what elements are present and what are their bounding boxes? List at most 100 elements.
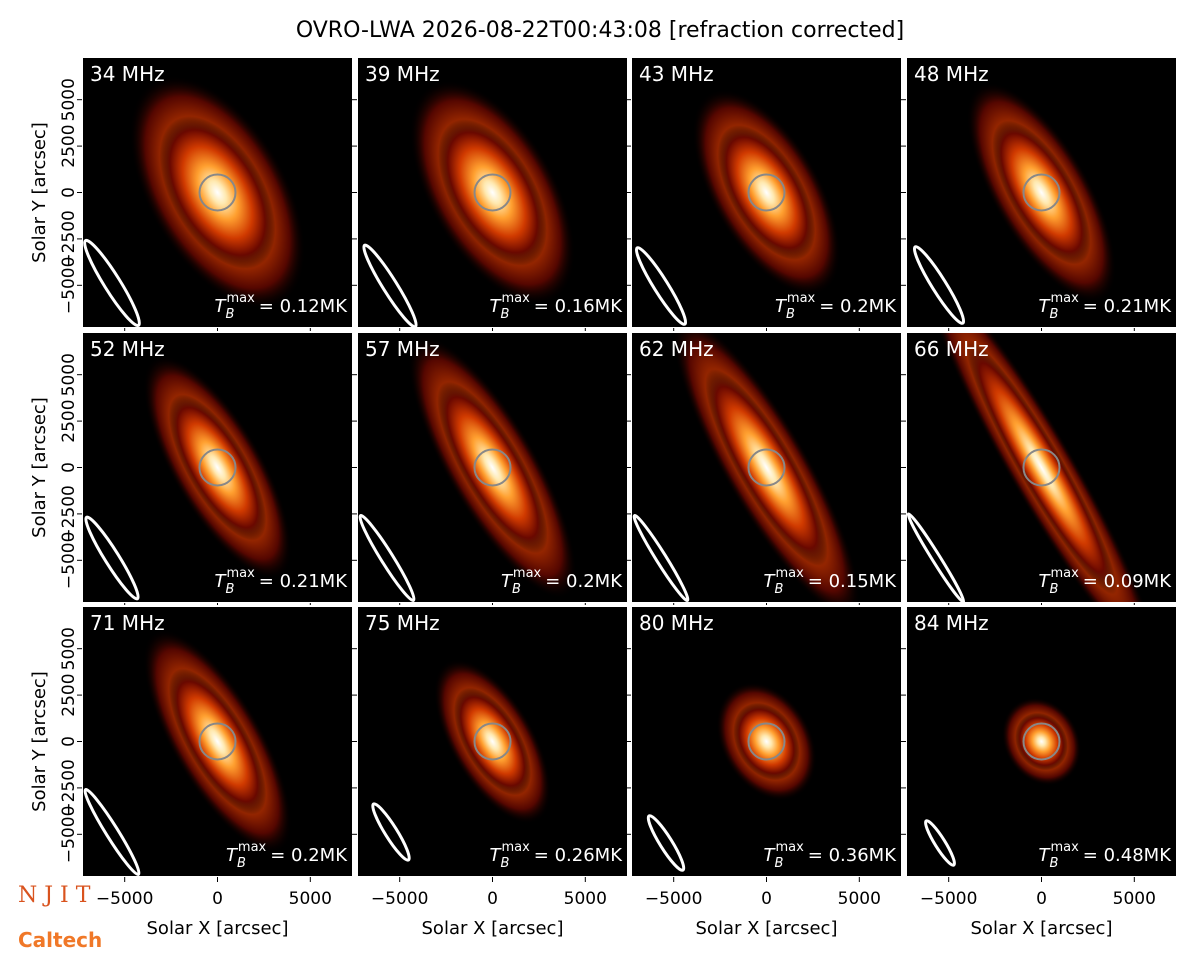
x-tick-label: 0 [1036, 889, 1047, 909]
tb-value: = 0.2MK [819, 296, 897, 317]
solar-disk [198, 173, 237, 212]
y-tick-label: −2500 [59, 759, 79, 817]
njit-logo: N J I T [18, 883, 91, 908]
tb-symbol: T [490, 845, 503, 866]
y-tick-label: −5000 [59, 532, 79, 590]
panel [82, 332, 353, 603]
tb-symbol: T [1039, 296, 1052, 317]
radio-source-core [453, 687, 532, 796]
solar-disk [747, 448, 786, 487]
tb-value: = 0.21MK [259, 571, 348, 592]
x-axis-label: Solar X [arcsec] [971, 918, 1113, 939]
beam [632, 514, 690, 602]
tb-value: = 0.2MK [270, 845, 348, 866]
beam [646, 814, 686, 872]
solar-disk [747, 173, 786, 212]
frequency-label: 71 MHz [90, 611, 165, 635]
y-tick-label: 2500 [59, 399, 79, 442]
solar-disk [473, 173, 512, 212]
solar-disk [473, 722, 512, 761]
tb-max-label: TBmax = 0.21MK [215, 566, 349, 597]
tb-subscript: B [775, 582, 784, 597]
beam [634, 246, 688, 326]
tb-max-label: TBmax = 0.12MK [215, 291, 349, 322]
frequency-label: 43 MHz [639, 62, 714, 86]
solar-disk [1022, 722, 1061, 761]
y-tick-label: −2500 [59, 485, 79, 543]
y-tick-label: 5000 [59, 78, 79, 121]
solar-disk [198, 722, 237, 761]
solar-disk [747, 722, 786, 761]
panel [631, 606, 902, 877]
tb-subscript: B [512, 582, 521, 597]
tb-subscript: B [501, 307, 510, 322]
tb-subscript: B [786, 307, 795, 322]
frequency-label: 75 MHz [365, 611, 440, 635]
panel [357, 57, 628, 328]
y-tick-label: −5000 [59, 806, 79, 864]
radio-source-core [168, 394, 267, 541]
panel [357, 606, 628, 877]
frequency-label: 34 MHz [90, 62, 165, 86]
radio-source-core [705, 369, 828, 566]
tb-superscript: max [226, 291, 255, 306]
x-tick-label: −5000 [645, 889, 703, 909]
panel [82, 57, 353, 328]
y-tick-label: 5000 [59, 627, 79, 670]
x-tick-label: 5000 [564, 889, 607, 909]
x-tick-label: 5000 [289, 889, 332, 909]
tb-value: = 0.09MK [1083, 571, 1172, 592]
x-tick-label: −5000 [920, 889, 978, 909]
radio-source-core [717, 125, 816, 260]
tb-max-label: TBmax = 0.2MK [501, 566, 623, 597]
beam [912, 245, 966, 325]
radio-source-core [1015, 712, 1068, 771]
tb-value: = 0.15MK [808, 571, 897, 592]
figure-title: OVRO-LWA 2026-08-22T00:43:08 [refraction… [296, 18, 904, 43]
y-tick-label: 0 [59, 462, 79, 473]
panel [906, 606, 1177, 877]
x-tick-label: 5000 [1113, 889, 1156, 909]
x-tick-label: 5000 [838, 889, 881, 909]
radio-source-core [437, 381, 548, 554]
frequency-label: 39 MHz [365, 62, 440, 86]
frequency-label: 84 MHz [914, 611, 989, 635]
panel [906, 332, 1177, 603]
frequency-label: 80 MHz [639, 611, 714, 635]
solar-disk [1022, 173, 1061, 212]
panel [631, 332, 902, 603]
tb-subscript: B [1050, 307, 1059, 322]
tb-symbol: T [775, 296, 788, 317]
tb-symbol: T [215, 296, 228, 317]
beam [371, 802, 411, 862]
frequency-label: 57 MHz [365, 337, 440, 361]
tb-max-label: TBmax = 0.48MK [1039, 840, 1173, 871]
y-axis-label: Solar Y [arcsec] [29, 122, 50, 263]
solar-disk [198, 448, 237, 487]
beam [84, 515, 140, 601]
solar-disk [473, 448, 512, 487]
frequency-label: 48 MHz [914, 62, 989, 86]
y-tick-label: 5000 [59, 353, 79, 396]
x-tick-label: 0 [487, 889, 498, 909]
tb-subscript: B [501, 856, 510, 871]
tb-symbol: T [764, 571, 777, 592]
y-tick-label: −2500 [59, 210, 79, 268]
x-tick-label: 0 [761, 889, 772, 909]
tb-superscript: max [775, 566, 804, 581]
frequency-label: 52 MHz [90, 337, 165, 361]
tb-max-label: TBmax = 0.36MK [764, 840, 898, 871]
frequency-label: 62 MHz [639, 337, 714, 361]
y-tick-label: 2500 [59, 673, 79, 716]
solar-disk [1022, 448, 1061, 487]
beam [83, 787, 141, 877]
panel [906, 57, 1177, 328]
tb-symbol: T [501, 571, 514, 592]
tb-subscript: B [226, 307, 235, 322]
x-axis-label: Solar X [arcsec] [147, 918, 289, 939]
beam [362, 243, 418, 328]
tb-superscript: max [1050, 291, 1079, 306]
tb-superscript: max [775, 840, 804, 855]
frequency-label: 66 MHz [914, 337, 989, 361]
tb-symbol: T [490, 296, 503, 317]
